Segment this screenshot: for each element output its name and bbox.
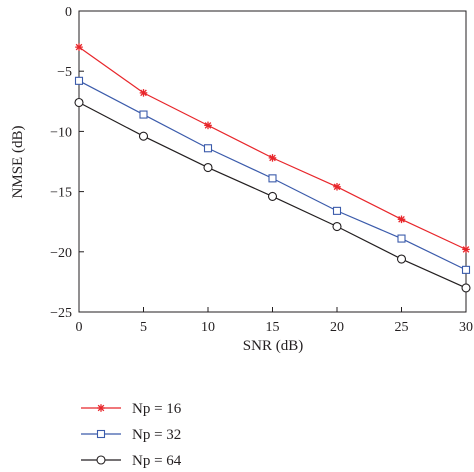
legend-marker (96, 455, 106, 465)
data-point (396, 254, 407, 264)
y-tick-label: −15 (50, 186, 72, 201)
data-point (74, 76, 84, 85)
series-line (78, 46, 467, 250)
legend-marker (96, 429, 106, 439)
data-point (139, 89, 148, 97)
data-point (397, 234, 406, 243)
x-tick-label: 15 (266, 320, 280, 335)
legend-label: Np = 32 (132, 427, 181, 443)
x-axis-label: SNR (dB) (243, 338, 303, 354)
data-point (333, 182, 341, 191)
data-point (75, 43, 83, 51)
x-tick-label: 20 (330, 320, 344, 335)
x-tick-label: 5 (140, 320, 147, 335)
x-tick-label: 25 (395, 320, 409, 335)
legend: Np = 16 Np = 32 Np = 64 (81, 401, 182, 469)
plot-area: 0 5 10 15 20 25 30 0 −5 −10 −15 −20 −25 (50, 5, 473, 335)
y-tick-label: 0 (65, 5, 72, 20)
y-axis-label: NMSE (dB) (10, 126, 26, 199)
x-tick-label: 30 (459, 320, 473, 335)
legend-label: Np = 16 (132, 401, 182, 417)
data-point (461, 283, 471, 293)
x-tick-label: 10 (201, 320, 215, 335)
data-point (397, 215, 406, 224)
data-point (332, 206, 342, 215)
data-point (203, 144, 213, 153)
legend-label: Np = 64 (132, 453, 182, 469)
legend-marker (97, 404, 105, 412)
data-point (332, 221, 342, 232)
data-point (268, 154, 277, 162)
x-tick-label: 0 (76, 320, 83, 335)
data-point (139, 110, 148, 119)
y-tick-label: −20 (50, 246, 72, 261)
data-point (267, 191, 278, 201)
data-point (268, 174, 277, 183)
data-point (462, 245, 470, 254)
data-point (204, 121, 212, 130)
data-point (138, 131, 149, 141)
data-point (203, 162, 213, 173)
data-point (461, 265, 471, 274)
y-tick-label: −10 (50, 125, 72, 140)
y-tick-label: −5 (57, 65, 72, 80)
data-point (74, 97, 84, 108)
y-tick-label: −25 (50, 306, 72, 321)
